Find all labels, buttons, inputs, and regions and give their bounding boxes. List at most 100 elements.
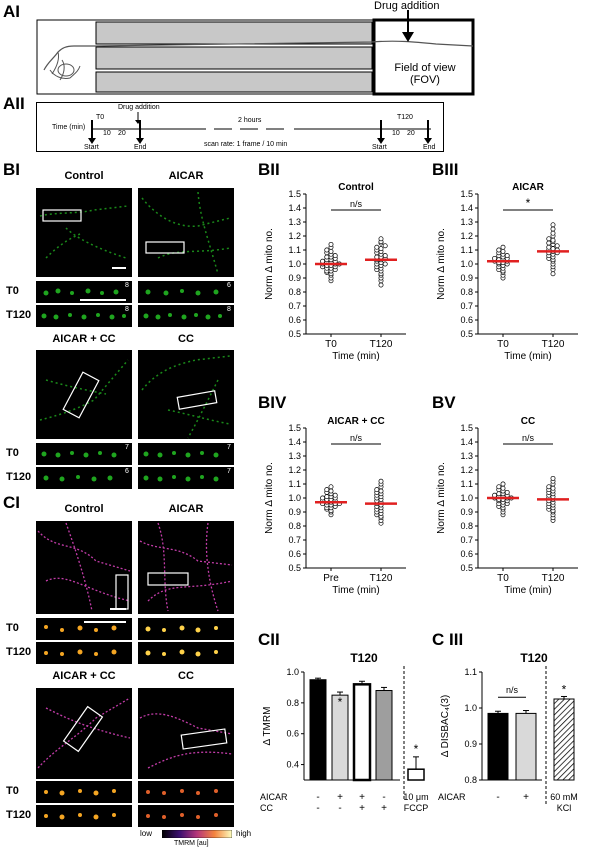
panel-label-biii: BIII <box>432 160 459 179</box>
bii-ytick-label: 1.0 <box>288 259 301 269</box>
cii-cc-sign: + <box>381 803 387 814</box>
biii-point <box>500 248 506 254</box>
bv-point <box>550 485 556 491</box>
biii-ytick-label: 1.0 <box>460 259 473 269</box>
bii-point <box>374 254 380 260</box>
bv-sig-label: n/s <box>522 433 535 443</box>
bii-point <box>382 261 388 267</box>
timeline-drug: Drug addition <box>118 104 160 111</box>
bv-ytick-label: 1.3 <box>460 451 473 461</box>
ci-row-t0-b: T0 <box>6 785 19 797</box>
ci-title-control: Control <box>64 503 104 515</box>
ciii-ytick-label: 1.0 <box>464 703 477 713</box>
ciii-ylabel: Δ DISBAC₄(3) <box>440 695 451 757</box>
bv-point <box>500 481 506 487</box>
biii-ytick-label: 1.1 <box>460 245 473 255</box>
timeline-start-1: Start <box>84 144 99 151</box>
bii-point <box>324 254 330 260</box>
ciii-ytick-label: 0.8 <box>464 775 477 785</box>
ci-title-aicar: AICAR <box>168 503 204 515</box>
biii-point <box>550 226 556 232</box>
biii-sig-label: * <box>526 196 531 210</box>
colorbar-low: low <box>140 829 153 838</box>
panel-label-cii: CII <box>258 630 280 649</box>
timeline-end-1: End <box>134 144 147 151</box>
biii-ytick-label: 1.3 <box>460 217 473 227</box>
bi-row-t120-a: T120 <box>6 309 32 321</box>
bv-ytick-label: 0.9 <box>460 507 473 517</box>
bi-row-t120-b: T120 <box>6 471 32 483</box>
bii-sig-label: n/s <box>350 199 363 209</box>
bii-ytick-label: 0.9 <box>288 273 301 283</box>
timeline-tick-20a: 20 <box>118 130 126 137</box>
timeline-t0: T0 <box>96 114 105 121</box>
biii-xlabel: Time (min) <box>504 351 551 362</box>
bii-ytick-label: 0.7 <box>288 301 301 311</box>
bi-zoom-cc-t0 <box>138 443 234 465</box>
timeline-tick-10a: 10 <box>103 130 111 137</box>
ciii-sign-minus: - <box>496 792 499 803</box>
bii-point <box>378 282 384 288</box>
biv-ytick-label: 1.0 <box>288 493 301 503</box>
bv-ytick-label: 0.8 <box>460 521 473 531</box>
biii-ytick-label: 0.8 <box>460 287 473 297</box>
bi-image-aicar <box>138 188 234 277</box>
panel-label-bi: BI <box>3 160 20 179</box>
bv-point <box>504 489 510 495</box>
ciii-sig-label: n/s <box>506 685 519 695</box>
ciii-bar <box>487 712 509 781</box>
bii-ytick-label: 0.6 <box>288 315 301 325</box>
bii-title: Control <box>338 182 374 193</box>
cii-ytick-label: 1.0 <box>286 667 299 677</box>
bi-zoom-aicar-t120 <box>138 305 234 327</box>
cii-bar <box>375 690 393 781</box>
timeline-t120: T120 <box>397 114 413 121</box>
biv-point <box>332 492 338 498</box>
cii-bar <box>331 694 349 781</box>
bi-title-cc: CC <box>178 333 194 345</box>
biv-xlabel: Time (min) <box>332 585 379 596</box>
bi-image-cc <box>138 350 234 439</box>
biii-ytick-label: 1.5 <box>460 189 473 199</box>
bv-ytick-label: 1.4 <box>460 437 473 447</box>
ci-zoom-aicar-cc-t0 <box>36 781 132 803</box>
biii-point <box>546 236 552 242</box>
biii-xtick-label: T0 <box>497 339 509 350</box>
bi-title-aicar-cc: AICAR + CC <box>52 333 116 345</box>
cii-sig: * <box>414 742 419 756</box>
bii-point <box>328 248 334 254</box>
bii-ytick-label: 0.8 <box>288 287 301 297</box>
cii-ytick-label: 0.8 <box>286 698 299 708</box>
biii-point <box>550 230 556 236</box>
ciii-kcl-line1: 60 mM <box>550 792 578 802</box>
bv-title: CC <box>521 416 535 427</box>
bi-count-aicar-t120: 8 <box>227 306 231 313</box>
panel-label-ci: CI <box>3 493 20 512</box>
fov-line1: Field of view <box>394 62 456 74</box>
bii-point <box>374 244 380 250</box>
bv-ylabel: Norm Δ mito no. <box>436 462 447 534</box>
biv-ytick-label: 0.5 <box>288 563 301 573</box>
timeline-tick-20b: 20 <box>407 130 415 137</box>
bv-ytick-label: 0.6 <box>460 549 473 559</box>
biv-point <box>328 488 334 494</box>
bv-ytick-label: 0.7 <box>460 535 473 545</box>
biv-point <box>328 484 334 490</box>
bi-row-t0-a: T0 <box>6 285 19 297</box>
cii-row-aicar: AICAR <box>260 792 288 802</box>
bv-ytick-label: 1.1 <box>460 479 473 489</box>
biii-ytick-label: 1.2 <box>460 231 473 241</box>
biv-xtick-label: T120 <box>370 573 393 584</box>
biii-point <box>550 237 556 243</box>
biii-title: AICAR <box>512 182 544 193</box>
ci-zoom-cc-t120 <box>138 805 234 827</box>
bv-ytick-label: 1.2 <box>460 465 473 475</box>
biv-ytick-label: 0.6 <box>288 549 301 559</box>
bv-point <box>496 484 502 490</box>
cii-cc-sign: - <box>316 803 319 814</box>
panel-label-bv: BV <box>432 393 456 412</box>
biv-point <box>324 487 330 493</box>
bi-count-aicar-cc-t0: 7 <box>125 444 129 451</box>
tmrm-colorbar <box>162 830 232 838</box>
